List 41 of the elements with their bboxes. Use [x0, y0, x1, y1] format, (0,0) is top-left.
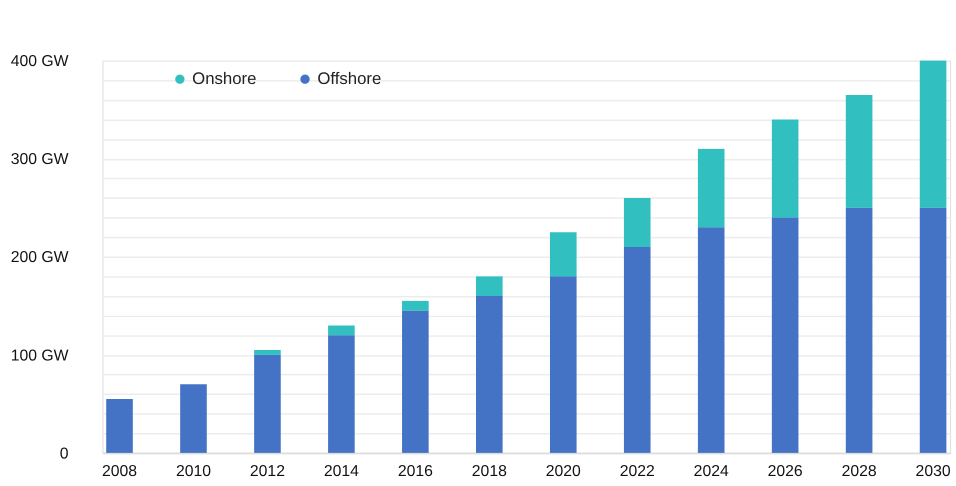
bar — [106, 399, 133, 453]
y-tick-label: 200 GW — [10, 249, 69, 266]
bar — [180, 384, 207, 453]
bar — [624, 247, 651, 453]
bar — [402, 310, 429, 453]
bar — [402, 300, 429, 311]
bar — [624, 198, 651, 247]
bar — [698, 227, 724, 453]
bar — [476, 276, 503, 296]
x-tick-label: 2008 — [102, 463, 138, 480]
bar — [846, 208, 872, 453]
x-tick-label: 2030 — [916, 463, 951, 480]
bar — [920, 208, 946, 453]
bar — [772, 218, 798, 453]
y-tick-label: 0 — [60, 445, 69, 462]
x-tick-label: 2028 — [842, 463, 877, 480]
x-tick-label: 2010 — [176, 463, 212, 480]
bar — [476, 296, 503, 453]
y-tick-label: 400 GW — [10, 53, 69, 70]
y-tick-label: 300 GW — [10, 151, 69, 168]
x-tick-label: 2012 — [250, 463, 285, 480]
y-tick-label: 100 GW — [10, 347, 69, 364]
x-tick-label: 2024 — [694, 463, 729, 480]
x-tick-label: 2026 — [768, 463, 803, 480]
x-tick-label: 2014 — [324, 463, 360, 480]
bar — [328, 335, 355, 453]
x-tick-label: 2018 — [472, 463, 508, 480]
bar — [846, 95, 872, 208]
bar — [550, 276, 577, 453]
bar — [772, 120, 798, 218]
bar — [698, 148, 724, 228]
x-tick-label: 2022 — [620, 463, 655, 480]
bar — [550, 232, 577, 276]
legend-label: Offshore — [317, 69, 382, 88]
bar — [920, 60, 946, 208]
x-tick-label: 2016 — [398, 463, 434, 480]
legend-label: Onshore — [192, 69, 256, 88]
bar — [254, 354, 281, 453]
bar — [254, 350, 281, 355]
bar — [328, 325, 355, 336]
x-tick-label: 2020 — [546, 463, 582, 480]
